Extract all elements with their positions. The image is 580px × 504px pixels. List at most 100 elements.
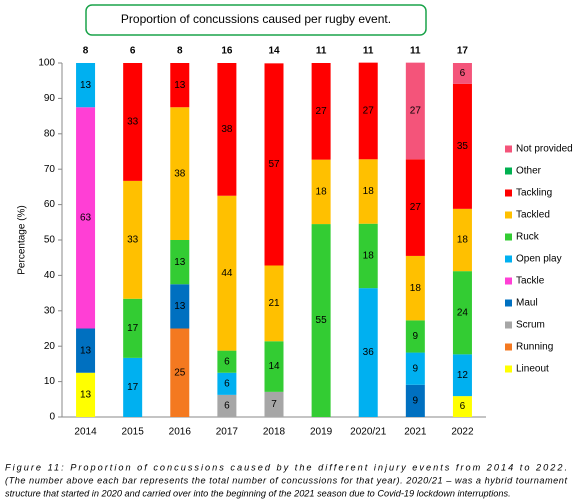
legend-label: Maul (516, 298, 538, 309)
y-tick-label: 0 (49, 412, 55, 423)
legend-label: Ruck (516, 232, 540, 243)
legend-swatch (505, 277, 512, 285)
data-label: 18 (316, 186, 328, 197)
data-label: 13 (80, 80, 92, 91)
legend-swatch (505, 167, 512, 175)
data-label: 12 (457, 370, 469, 381)
legend-label: Tackle (516, 276, 545, 287)
bar-segment (217, 350, 237, 373)
data-label: 27 (316, 106, 328, 117)
bar-segment (264, 341, 284, 392)
bar-segment (405, 255, 425, 321)
bar-segment (405, 62, 425, 160)
data-label: 13 (174, 80, 186, 91)
data-label: 7 (271, 399, 277, 410)
legend-label: Scrum (516, 320, 545, 331)
legend-label: Not provided (516, 144, 573, 155)
data-label: 27 (410, 202, 422, 213)
bar-total: 11 (316, 46, 327, 57)
y-tick-label: 100 (38, 58, 55, 69)
y-tick-label: 40 (44, 270, 56, 281)
bar-segment (358, 159, 378, 224)
data-label: 55 (316, 315, 328, 326)
data-label: 9 (413, 363, 419, 374)
caption-line: structure that started in 2020 and carri… (5, 488, 511, 498)
bar-segment (170, 284, 190, 329)
bar-segment (217, 394, 237, 417)
bar-segment (264, 265, 284, 342)
data-label: 36 (363, 347, 375, 358)
legend-label: Tackled (516, 210, 550, 221)
data-label: 25 (174, 367, 186, 378)
y-tick-label: 80 (44, 128, 56, 139)
bar-total: 16 (221, 46, 233, 57)
data-label: 6 (224, 401, 230, 412)
x-tick-label: 2015 (122, 427, 145, 438)
legend-label: Running (516, 342, 553, 353)
bar-segment (405, 384, 425, 417)
data-label: 13 (174, 257, 186, 268)
bar-segment (358, 223, 378, 289)
x-tick-label: 2014 (74, 427, 97, 438)
y-tick-label: 50 (44, 235, 56, 246)
bar-segment (452, 208, 472, 272)
data-label: 38 (221, 124, 233, 135)
bar-segment (405, 352, 425, 385)
bar-total: 11 (363, 46, 374, 57)
bar-segment (452, 396, 472, 417)
data-label: 18 (410, 283, 422, 294)
bar-segment (452, 354, 472, 397)
bar-segment (76, 107, 96, 329)
data-label: 63 (80, 213, 92, 224)
title-box (85, 4, 427, 36)
bar-segment (405, 159, 425, 256)
bar-segment (311, 224, 331, 417)
data-label: 57 (268, 159, 280, 170)
bar-total: 8 (177, 46, 183, 57)
y-tick-label: 20 (44, 341, 56, 352)
bar-segment (76, 63, 96, 108)
data-label: 33 (127, 234, 139, 245)
legend-swatch (505, 211, 512, 219)
bar-total: 6 (130, 46, 136, 57)
legend-label: Lineout (516, 364, 549, 375)
data-label: 18 (457, 235, 469, 246)
data-label: 17 (127, 382, 139, 393)
data-label: 6 (460, 68, 466, 79)
bar-segment (311, 63, 331, 160)
bar-segment (358, 288, 378, 417)
data-label: 6 (224, 356, 230, 367)
bar-segment (217, 372, 237, 395)
data-label: 18 (363, 251, 375, 262)
data-label: 13 (80, 345, 92, 356)
y-tick-label: 70 (44, 164, 56, 175)
bar-segment (123, 298, 143, 358)
y-axis-label: Percentage (%) (17, 205, 28, 274)
caption-line: Figure 11: Proportion of concussions cau… (5, 462, 567, 472)
data-label: 24 (457, 307, 469, 318)
legend-label: Open play (516, 254, 562, 265)
bar-segment (123, 63, 143, 181)
bar-segment (264, 391, 284, 417)
bar-segment (123, 180, 143, 299)
data-label: 44 (221, 268, 233, 279)
legend-swatch (505, 365, 512, 373)
bar-segment (264, 63, 284, 266)
legend-swatch (505, 321, 512, 329)
bar-segment (170, 328, 190, 417)
bar-segment (217, 63, 237, 196)
data-label: 17 (127, 323, 139, 334)
y-tick-label: 90 (44, 93, 56, 104)
legend-label: Tackling (516, 188, 552, 199)
data-label: 18 (363, 186, 375, 197)
bar-segment (452, 83, 472, 209)
bar-segment (358, 62, 378, 160)
legend-swatch (505, 189, 512, 197)
legend-swatch (505, 145, 512, 153)
bar-segment (311, 159, 331, 225)
x-tick-label: 2020/21 (350, 427, 387, 438)
legend-label: Other (516, 166, 542, 177)
bar-total: 8 (83, 46, 89, 57)
bar-total: 11 (410, 46, 421, 57)
